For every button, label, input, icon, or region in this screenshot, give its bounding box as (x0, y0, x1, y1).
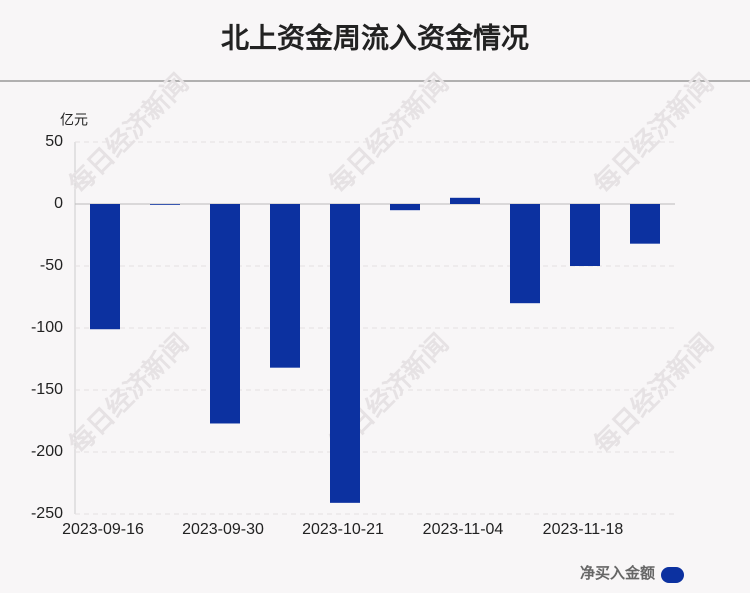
bar (510, 204, 540, 304)
y-tick-label: 0 (54, 195, 63, 212)
bar (450, 197, 480, 204)
x-tick-label: 2023-11-18 (543, 521, 624, 538)
y-tick-label: -100 (31, 319, 63, 336)
y-tick-label: -250 (31, 505, 63, 522)
y-axis-label: 亿元 (60, 112, 88, 128)
bar (330, 204, 360, 503)
bar (150, 204, 180, 205)
x-tick-label: 2023-11-04 (423, 521, 504, 538)
bar (90, 204, 120, 330)
watermark: 每日经济新闻 (588, 68, 720, 200)
watermark: 每日经济新闻 (63, 328, 195, 460)
y-tick-label: -50 (40, 257, 63, 274)
bar (630, 204, 660, 244)
chart-title: 北上资金周流入资金情况 (221, 21, 529, 53)
watermark: 每日经济新闻 (588, 328, 720, 460)
y-tick-label: -200 (31, 443, 63, 460)
x-tick-label: 2023-09-16 (62, 521, 144, 538)
y-tick-label: -150 (31, 381, 63, 398)
watermark: 每日经济新闻 (63, 68, 195, 200)
x-tick-label: 2023-10-21 (302, 521, 384, 538)
bar (570, 204, 600, 266)
x-tick-label: 2023-09-30 (182, 521, 264, 538)
bar (270, 204, 300, 368)
y-tick-label: 50 (45, 133, 63, 150)
watermark: 每日经济新闻 (323, 68, 455, 200)
bar (210, 204, 240, 424)
bar (390, 204, 420, 211)
legend-swatch (661, 567, 684, 583)
legend-label: 净买入金额 (580, 564, 655, 582)
